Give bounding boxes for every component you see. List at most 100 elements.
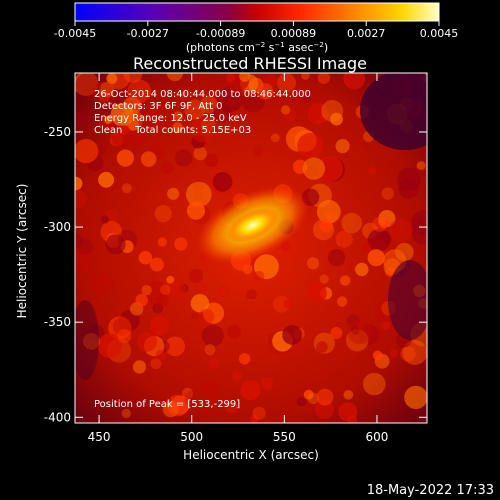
texture-blob	[307, 103, 329, 125]
texture-blob	[132, 360, 147, 374]
texture-blob	[121, 183, 132, 194]
texture-blob	[179, 283, 189, 293]
texture-blob	[355, 262, 369, 277]
texture-blob	[203, 344, 217, 358]
texture-blob	[190, 312, 199, 321]
texture-blob	[260, 377, 274, 390]
texture-blob	[140, 151, 157, 167]
texture-blob	[253, 146, 264, 157]
texture-blob	[400, 346, 416, 362]
texture-blob	[186, 201, 206, 220]
colorbar-gradient	[74, 2, 440, 22]
texture-blob	[350, 326, 360, 335]
y-tick-label: -250	[44, 125, 71, 139]
texture-blob	[372, 216, 388, 232]
texture-blob	[77, 238, 94, 255]
texture-blob	[307, 392, 319, 404]
texture-blob	[200, 379, 222, 401]
texture-blob	[363, 372, 386, 396]
texture-blob	[239, 73, 251, 82]
texture-blob	[155, 349, 167, 360]
texture-blob	[98, 91, 110, 103]
texture-blob	[317, 73, 331, 84]
texture-blob	[301, 73, 310, 80]
texture-blob	[172, 122, 183, 133]
texture-blob	[330, 327, 343, 339]
chart-title: Reconstructed RHESSI Image	[133, 54, 367, 73]
texture-blob	[117, 329, 132, 344]
annotation-clean-counts: Clean Total counts: 5.15E+03	[94, 125, 251, 136]
texture-blob	[213, 104, 232, 123]
texture-blob	[340, 275, 351, 286]
texture-blob	[91, 272, 115, 296]
y-axis-label: Heliocentric Y (arcsec)	[15, 184, 29, 319]
texture-blob	[296, 396, 307, 407]
texture-blob	[137, 331, 158, 352]
texture-blob	[157, 237, 167, 247]
texture-blob	[98, 171, 114, 188]
texture-blob	[277, 73, 296, 93]
texture-blob	[75, 189, 87, 209]
dark-region-upper-right	[360, 73, 427, 150]
texture-blob	[381, 187, 394, 200]
texture-blob	[238, 353, 251, 365]
colorbar-tick-label: 0.00089	[271, 27, 317, 40]
texture-blob	[75, 138, 99, 164]
x-tick-label: 550	[273, 430, 296, 444]
texture-blob	[336, 296, 348, 307]
info-annotations: 26-Oct-2014 08:40:44.000 to 08:46:44.000…	[94, 89, 311, 136]
texture-blob	[212, 172, 233, 192]
texture-blob	[208, 358, 220, 370]
texture-blob	[317, 155, 344, 182]
texture-blob	[346, 314, 360, 328]
annotation-energy-range: Energy Range: 12.0 - 25.0 keV	[94, 113, 247, 124]
colorbar-units-label: (photons cm−2 s−1 asec−2)	[186, 41, 328, 54]
texture-blob	[338, 402, 358, 422]
texture-blob	[138, 250, 153, 265]
texture-blob	[341, 212, 363, 234]
texture-blob	[165, 336, 186, 357]
texture-blob	[110, 103, 134, 127]
texture-blob	[181, 387, 194, 400]
texture-blob	[416, 161, 426, 171]
texture-blob	[175, 149, 193, 167]
texture-blob	[283, 299, 294, 310]
texture-blob	[135, 293, 148, 307]
texture-blob	[411, 209, 427, 236]
texture-blob	[154, 205, 172, 223]
colorbar: -0.0045 -0.0027 -0.00089 0.00089 0.0027 0.004…	[54, 2, 459, 54]
texture-blob	[335, 230, 353, 248]
y-tick-label: -350	[44, 315, 71, 329]
annotation-time-range: 26-Oct-2014 08:40:44.000 to 08:46:44.000	[94, 89, 311, 100]
texture-blob	[190, 116, 217, 143]
texture-blob	[217, 284, 230, 298]
texture-blob	[402, 340, 427, 365]
texture-blob	[131, 133, 145, 147]
texture-blob	[381, 321, 391, 331]
texture-blob	[246, 289, 257, 300]
texture-blob	[306, 282, 327, 303]
texture-blob	[367, 228, 391, 252]
texture-blob	[330, 112, 343, 126]
texture-blob	[240, 380, 261, 401]
texture-blob	[150, 358, 162, 370]
texture-blob	[104, 115, 113, 124]
texture-blob	[226, 73, 235, 83]
texture-blob	[92, 81, 117, 106]
plot-frame	[74, 72, 428, 424]
texture-blob	[200, 96, 218, 114]
texture-blob	[250, 414, 259, 423]
colorbar-tick-label: 0.0045	[420, 27, 459, 40]
x-axis-label: Heliocentric X (arcsec)	[183, 448, 319, 462]
texture-blob	[160, 284, 171, 296]
texture-blob	[362, 243, 373, 254]
texture-blob	[179, 91, 188, 101]
texture-blob	[166, 275, 175, 284]
timestamp: 18-May-2022 17:33	[367, 483, 494, 498]
texture-blob	[167, 187, 180, 200]
texture-blob	[141, 285, 152, 296]
texture-blob	[303, 389, 314, 400]
texture-blob	[202, 302, 225, 324]
texture-blob	[99, 82, 115, 98]
texture-blob	[257, 83, 274, 100]
